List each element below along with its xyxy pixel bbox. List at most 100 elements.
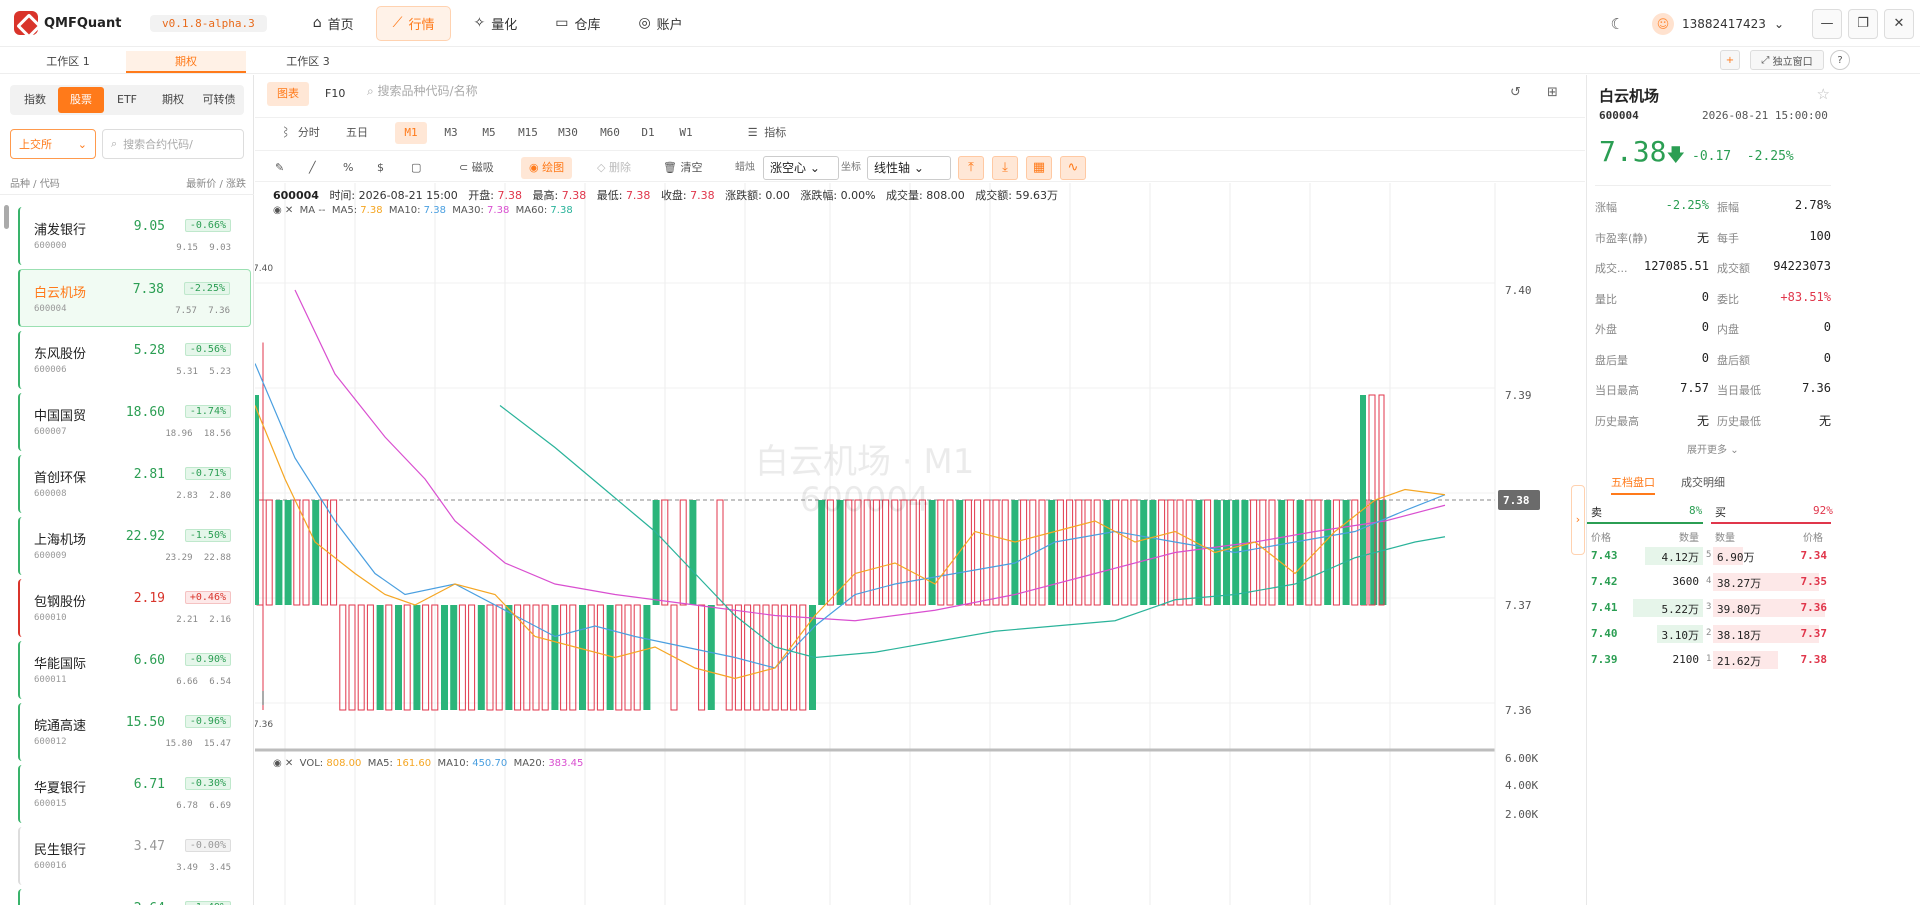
layout-grid-icon[interactable]: ⊞ — [1547, 85, 1558, 100]
bid-price[interactable]: 7.35 — [1800, 575, 1828, 588]
period-5day[interactable]: 五日 — [346, 126, 368, 139]
line-tool-icon[interactable]: ╱ — [309, 161, 316, 174]
period-m1[interactable]: M1 — [395, 122, 427, 144]
comment-tool-icon[interactable]: ▢ — [411, 161, 422, 174]
stock-change-badge: -2.25% — [183, 282, 230, 295]
nav-quant[interactable]: ✧ 量化 — [473, 15, 518, 33]
ask-price[interactable]: 7.43 — [1591, 549, 1618, 562]
kline-chart[interactable]: 7.40 7.39 7.37 7.36 7.38 7.40 7.36 6.00K 4.00K 2.… — [255, 183, 1585, 905]
axis-type-select[interactable]: 线性轴 ⌄ — [867, 156, 951, 180]
delete-button[interactable]: ◇ 删除 — [597, 161, 631, 174]
candle — [312, 500, 320, 605]
category-etf[interactable]: ETF — [117, 93, 137, 106]
pencil-icon[interactable]: ✎ — [275, 161, 285, 174]
list-item[interactable]: 东风股份 600006 5.28 -0.56% 5.31 5.23 — [18, 331, 251, 389]
candle — [1056, 499, 1064, 606]
ask-price[interactable]: 7.42 — [1591, 575, 1618, 588]
list-item[interactable]: 华能国际 600011 6.60 -0.90% 6.66 6.54 — [18, 641, 251, 699]
grid-toggle-icon[interactable]: ▦ — [1026, 156, 1052, 180]
list-item[interactable]: 包钢股份 600010 2.19 +0.46% 2.21 2.16 — [18, 579, 251, 637]
bid-price[interactable]: 7.36 — [1800, 601, 1828, 614]
moon-icon[interactable]: ☾ — [1610, 14, 1624, 33]
tab-workspace-3[interactable]: 工作区 3 — [286, 55, 330, 68]
instrument-search-input[interactable]: ⌕ 搜索合约代码/ — [102, 129, 244, 159]
nav-repo[interactable]: ▭ 仓库 — [555, 15, 601, 33]
category-index[interactable]: 指数 — [24, 93, 46, 106]
detach-window-button[interactable]: ⤢ 独立窗口 — [1750, 50, 1824, 70]
help-button[interactable]: ? — [1830, 50, 1850, 70]
period-m3[interactable]: M3 — [444, 126, 458, 139]
restore-button[interactable]: ❐ — [1848, 8, 1878, 39]
app-logo[interactable]: QMFQuant — [14, 11, 132, 35]
stock-code: 600004 — [34, 304, 67, 314]
eye-icon[interactable]: ◉ — [273, 205, 282, 216]
close-icon[interactable]: ✕ — [284, 758, 294, 769]
kline-svg[interactable]: 7.40 7.39 7.37 7.36 7.38 7.40 7.36 6.00K 4.00K 2.… — [255, 183, 1585, 905]
tab-options[interactable]: 期权 — [126, 51, 246, 73]
category-options[interactable]: 期权 — [162, 93, 184, 106]
period-m60[interactable]: M60 — [600, 126, 620, 139]
period-w1[interactable]: W1 — [679, 126, 693, 139]
magnet-button[interactable]: ⊂ 磁吸 — [459, 161, 494, 174]
tab-f10[interactable]: F10 — [325, 87, 346, 100]
candle-style-select[interactable]: 涨空心 ⌄ — [763, 156, 839, 180]
tab-workspace-1[interactable]: 工作区 1 — [46, 55, 90, 68]
minimize-button[interactable]: — — [1812, 8, 1842, 39]
list-item[interactable]: 华夏银行 600015 6.71 -0.30% 6.78 6.69 — [18, 765, 251, 823]
bid-price[interactable]: 7.34 — [1800, 549, 1828, 562]
wave-icon[interactable]: ∿ — [1060, 156, 1086, 180]
list-item[interactable]: 皖通高速 600012 15.50 -0.96% 15.80 15.47 — [18, 703, 251, 761]
list-item[interactable]: 民生银行 600016 3.47 -0.00% 3.49 3.45 — [18, 827, 251, 885]
period-m15[interactable]: M15 — [518, 126, 538, 139]
list-scrollbar[interactable] — [4, 205, 9, 229]
clear-button[interactable]: 🗑 清空 — [663, 161, 703, 174]
bid-price[interactable]: 7.38 — [1800, 653, 1828, 666]
category-convertible[interactable]: 可转债 — [202, 93, 236, 106]
list-item[interactable]: 日照港6000172.64-1.49% — [18, 889, 251, 905]
close-button[interactable]: ✕ — [1884, 8, 1914, 39]
stock-code: 600010 — [34, 613, 67, 623]
ask-price[interactable]: 7.39 — [1591, 653, 1618, 666]
list-item[interactable]: 白云机场 600004 7.38 -2.25% 7.57 7.36 — [18, 269, 251, 327]
ma5-line — [255, 405, 1446, 680]
eye-icon[interactable]: ◉ — [273, 758, 282, 769]
nav-market[interactable]: ⟋ 行情 — [375, 5, 452, 41]
period-timeshare[interactable]: ⌇ 分时 — [280, 126, 320, 139]
list-item[interactable]: 浦发银行 600000 9.05 -0.66% 9.15 9.03 — [18, 207, 251, 265]
tab-trades[interactable]: 成交明细 — [1681, 476, 1725, 489]
draw-button[interactable]: ◉ 绘图 — [521, 157, 573, 179]
stock-code: 600007 — [34, 427, 67, 437]
indicator-button[interactable]: ☰ 指标 — [747, 126, 787, 139]
user-menu[interactable]: ☺ 13882417423 ⌄ — [1651, 12, 1784, 35]
ask-price[interactable]: 7.41 — [1591, 601, 1618, 614]
star-icon[interactable]: ☆ — [1816, 85, 1830, 103]
list-item[interactable]: 首创环保 600008 2.81 -0.71% 2.83 2.80 — [18, 455, 251, 513]
close-icon[interactable]: ✕ — [284, 205, 294, 216]
nav-home[interactable]: ⌂ 首页 — [312, 15, 354, 33]
nav-account[interactable]: ◎ 账户 — [638, 15, 683, 33]
period-m5[interactable]: M5 — [482, 126, 496, 139]
candle — [633, 604, 641, 711]
list-item[interactable]: 上海机场 600009 22.92 -1.50% 23.29 22.88 — [18, 517, 251, 575]
stat-value: 7.36 — [1802, 381, 1831, 395]
bid-price[interactable]: 7.37 — [1800, 627, 1828, 640]
percent-tool-icon[interactable]: % — [343, 161, 354, 174]
add-workspace-button[interactable]: + — [1720, 50, 1740, 70]
period-d1[interactable]: D1 — [641, 126, 655, 139]
collapse-panel-button[interactable]: › — [1571, 485, 1585, 555]
tab-orderbook[interactable]: 五档盘口 — [1611, 474, 1655, 495]
history-icon[interactable]: ↺ — [1510, 85, 1521, 100]
align-top-icon[interactable]: ⤒ — [958, 156, 984, 180]
tab-chart[interactable]: 图表 — [267, 82, 309, 106]
period-m30[interactable]: M30 — [558, 126, 578, 139]
list-item[interactable]: 中国国贸 600007 18.60 -1.74% 18.96 18.56 — [18, 393, 251, 451]
dollar-tool-icon[interactable]: $ — [377, 161, 384, 174]
align-bottom-icon[interactable]: ⤓ — [992, 156, 1018, 180]
category-stock[interactable]: 股票 — [58, 87, 104, 113]
eraser-icon: ◇ — [597, 161, 609, 174]
expand-more-button[interactable]: 展开更多 ⌄ — [1687, 445, 1739, 456]
divider — [1595, 185, 1831, 186]
symbol-search-input[interactable]: ⌕ 搜索品种代码/名称 — [367, 84, 478, 98]
ask-price[interactable]: 7.40 — [1591, 627, 1618, 640]
exchange-select[interactable]: 上交所 ⌄ — [10, 129, 96, 159]
